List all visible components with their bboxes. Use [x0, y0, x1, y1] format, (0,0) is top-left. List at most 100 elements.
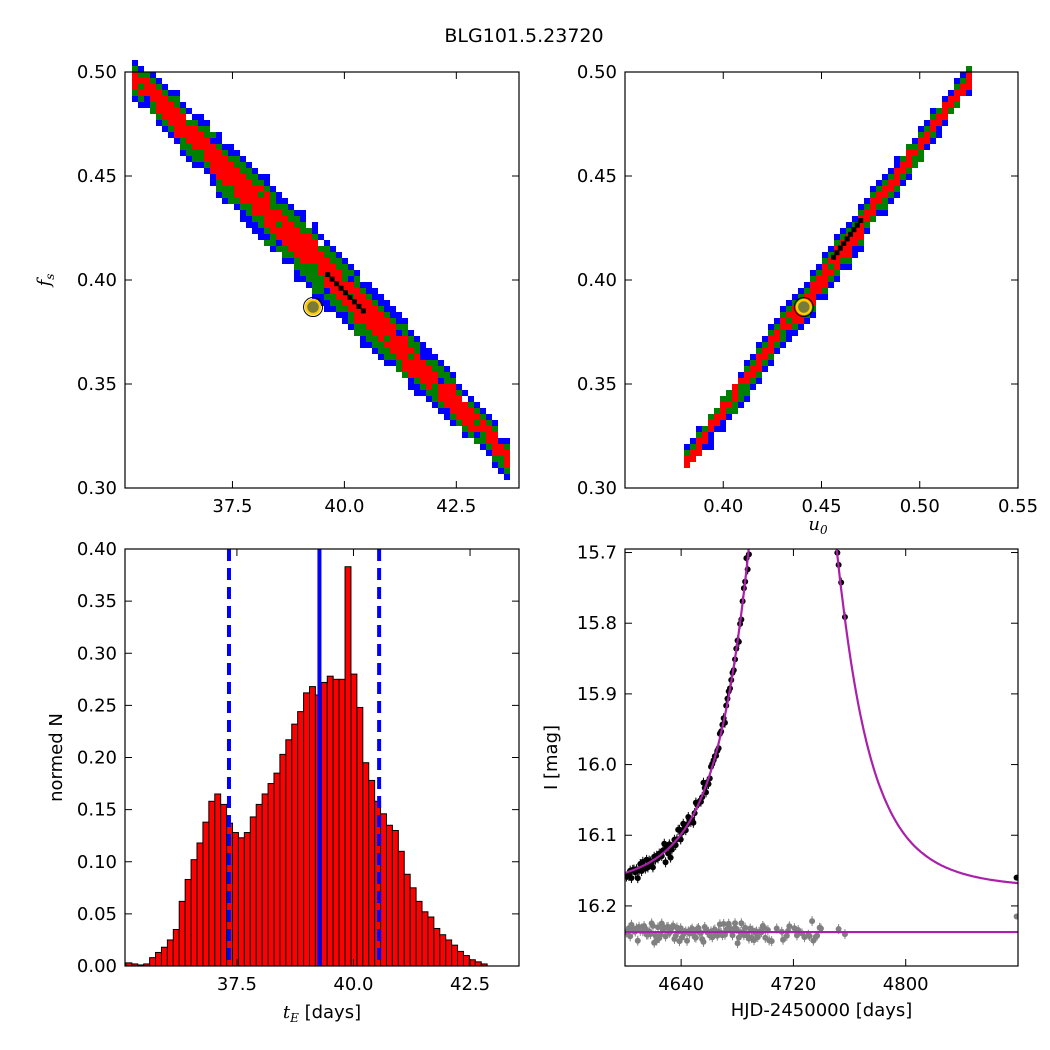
density-cell [924, 144, 930, 150]
density-cell [324, 240, 330, 246]
density-cell [318, 234, 324, 240]
density-cell [882, 192, 888, 198]
density-cell [438, 378, 444, 384]
density-cell [936, 120, 942, 126]
density-cell [246, 162, 252, 168]
density-cell [240, 186, 246, 192]
density-cell [354, 282, 360, 288]
density-cell [312, 252, 318, 258]
density-cell [852, 216, 858, 222]
density-cell [786, 306, 792, 312]
density-cell [456, 420, 462, 426]
y-tick-label: 0.50 [77, 62, 117, 83]
density-cell [222, 198, 228, 204]
density-cell [876, 198, 882, 204]
density-cell [918, 138, 924, 144]
density-cell [414, 378, 420, 384]
density-cell [840, 252, 846, 258]
density-cell [156, 114, 162, 120]
data-point [755, 449, 761, 455]
density-cell [384, 336, 390, 342]
density-cell [150, 84, 156, 90]
density-cell [312, 246, 318, 252]
density-cell [366, 336, 372, 342]
residual-point [742, 924, 749, 931]
data-point [772, 210, 778, 216]
density-cell [360, 312, 366, 318]
density-cell [318, 264, 324, 270]
density-cell [792, 330, 798, 336]
residual-point [709, 934, 716, 941]
histogram-bar [220, 803, 228, 967]
density-cell [252, 204, 258, 210]
density-cell [738, 378, 744, 384]
density-cell [930, 114, 936, 120]
density-cell [282, 234, 288, 240]
density-cell [858, 218, 864, 224]
density-cell [204, 120, 210, 126]
y-tick-label: 0.40 [77, 270, 117, 291]
density-cell [738, 390, 744, 396]
density-cell [342, 264, 348, 270]
density-cell [924, 138, 930, 144]
density-cell [324, 276, 330, 282]
density-cell [852, 252, 858, 258]
density-cell [294, 240, 300, 246]
density-cell [300, 246, 306, 252]
density-cell [228, 168, 234, 174]
density-cell [330, 282, 336, 288]
density-cell [720, 402, 726, 408]
density-cell [396, 342, 402, 348]
data-point [634, 875, 641, 882]
histogram-bar [249, 816, 257, 967]
density-cell [798, 288, 804, 294]
x-tick-label: 40.0 [333, 974, 373, 995]
density-cell [240, 204, 246, 210]
density-cell [864, 198, 870, 204]
residual-point [734, 940, 741, 947]
density-cell [462, 390, 468, 396]
density-cell [846, 246, 852, 252]
data-point [820, 406, 826, 412]
density-cell [834, 246, 840, 252]
density-cell [174, 120, 180, 126]
density-cell [216, 162, 222, 168]
density-cell [432, 372, 438, 378]
density-cell [270, 228, 276, 234]
density-cell [750, 354, 756, 360]
density-cell [198, 138, 204, 144]
density-cell [804, 288, 810, 294]
density-cell [798, 294, 804, 300]
density-cell [294, 264, 300, 270]
histogram-bar [155, 951, 162, 967]
density-cell [438, 366, 444, 372]
density-cell [426, 390, 432, 396]
density-cell [348, 318, 354, 324]
density-cell [300, 210, 306, 216]
density-cell [846, 252, 852, 258]
density-cell [252, 216, 258, 222]
density-cell [246, 204, 252, 210]
density-cell [834, 234, 840, 240]
density-cell [462, 402, 468, 408]
density-cell [498, 468, 504, 474]
histogram-bar [415, 900, 423, 967]
density-cell [204, 138, 210, 144]
density-cell [768, 330, 774, 336]
density-cell [150, 96, 156, 102]
density-cell [216, 132, 222, 138]
best-fit-marker-outline [793, 297, 814, 318]
density-cell [324, 252, 330, 258]
y-tick-label: 15.9 [577, 684, 617, 705]
density-cell [348, 300, 354, 306]
density-cell [312, 276, 318, 282]
density-cell [210, 174, 216, 180]
density-cell [330, 246, 336, 252]
density-cell [690, 438, 696, 444]
density-cell [444, 366, 450, 372]
density-cell [468, 402, 474, 408]
density-cell [822, 276, 828, 282]
density-cell [804, 294, 810, 300]
density-cell [810, 276, 816, 282]
density-cell [162, 114, 168, 120]
